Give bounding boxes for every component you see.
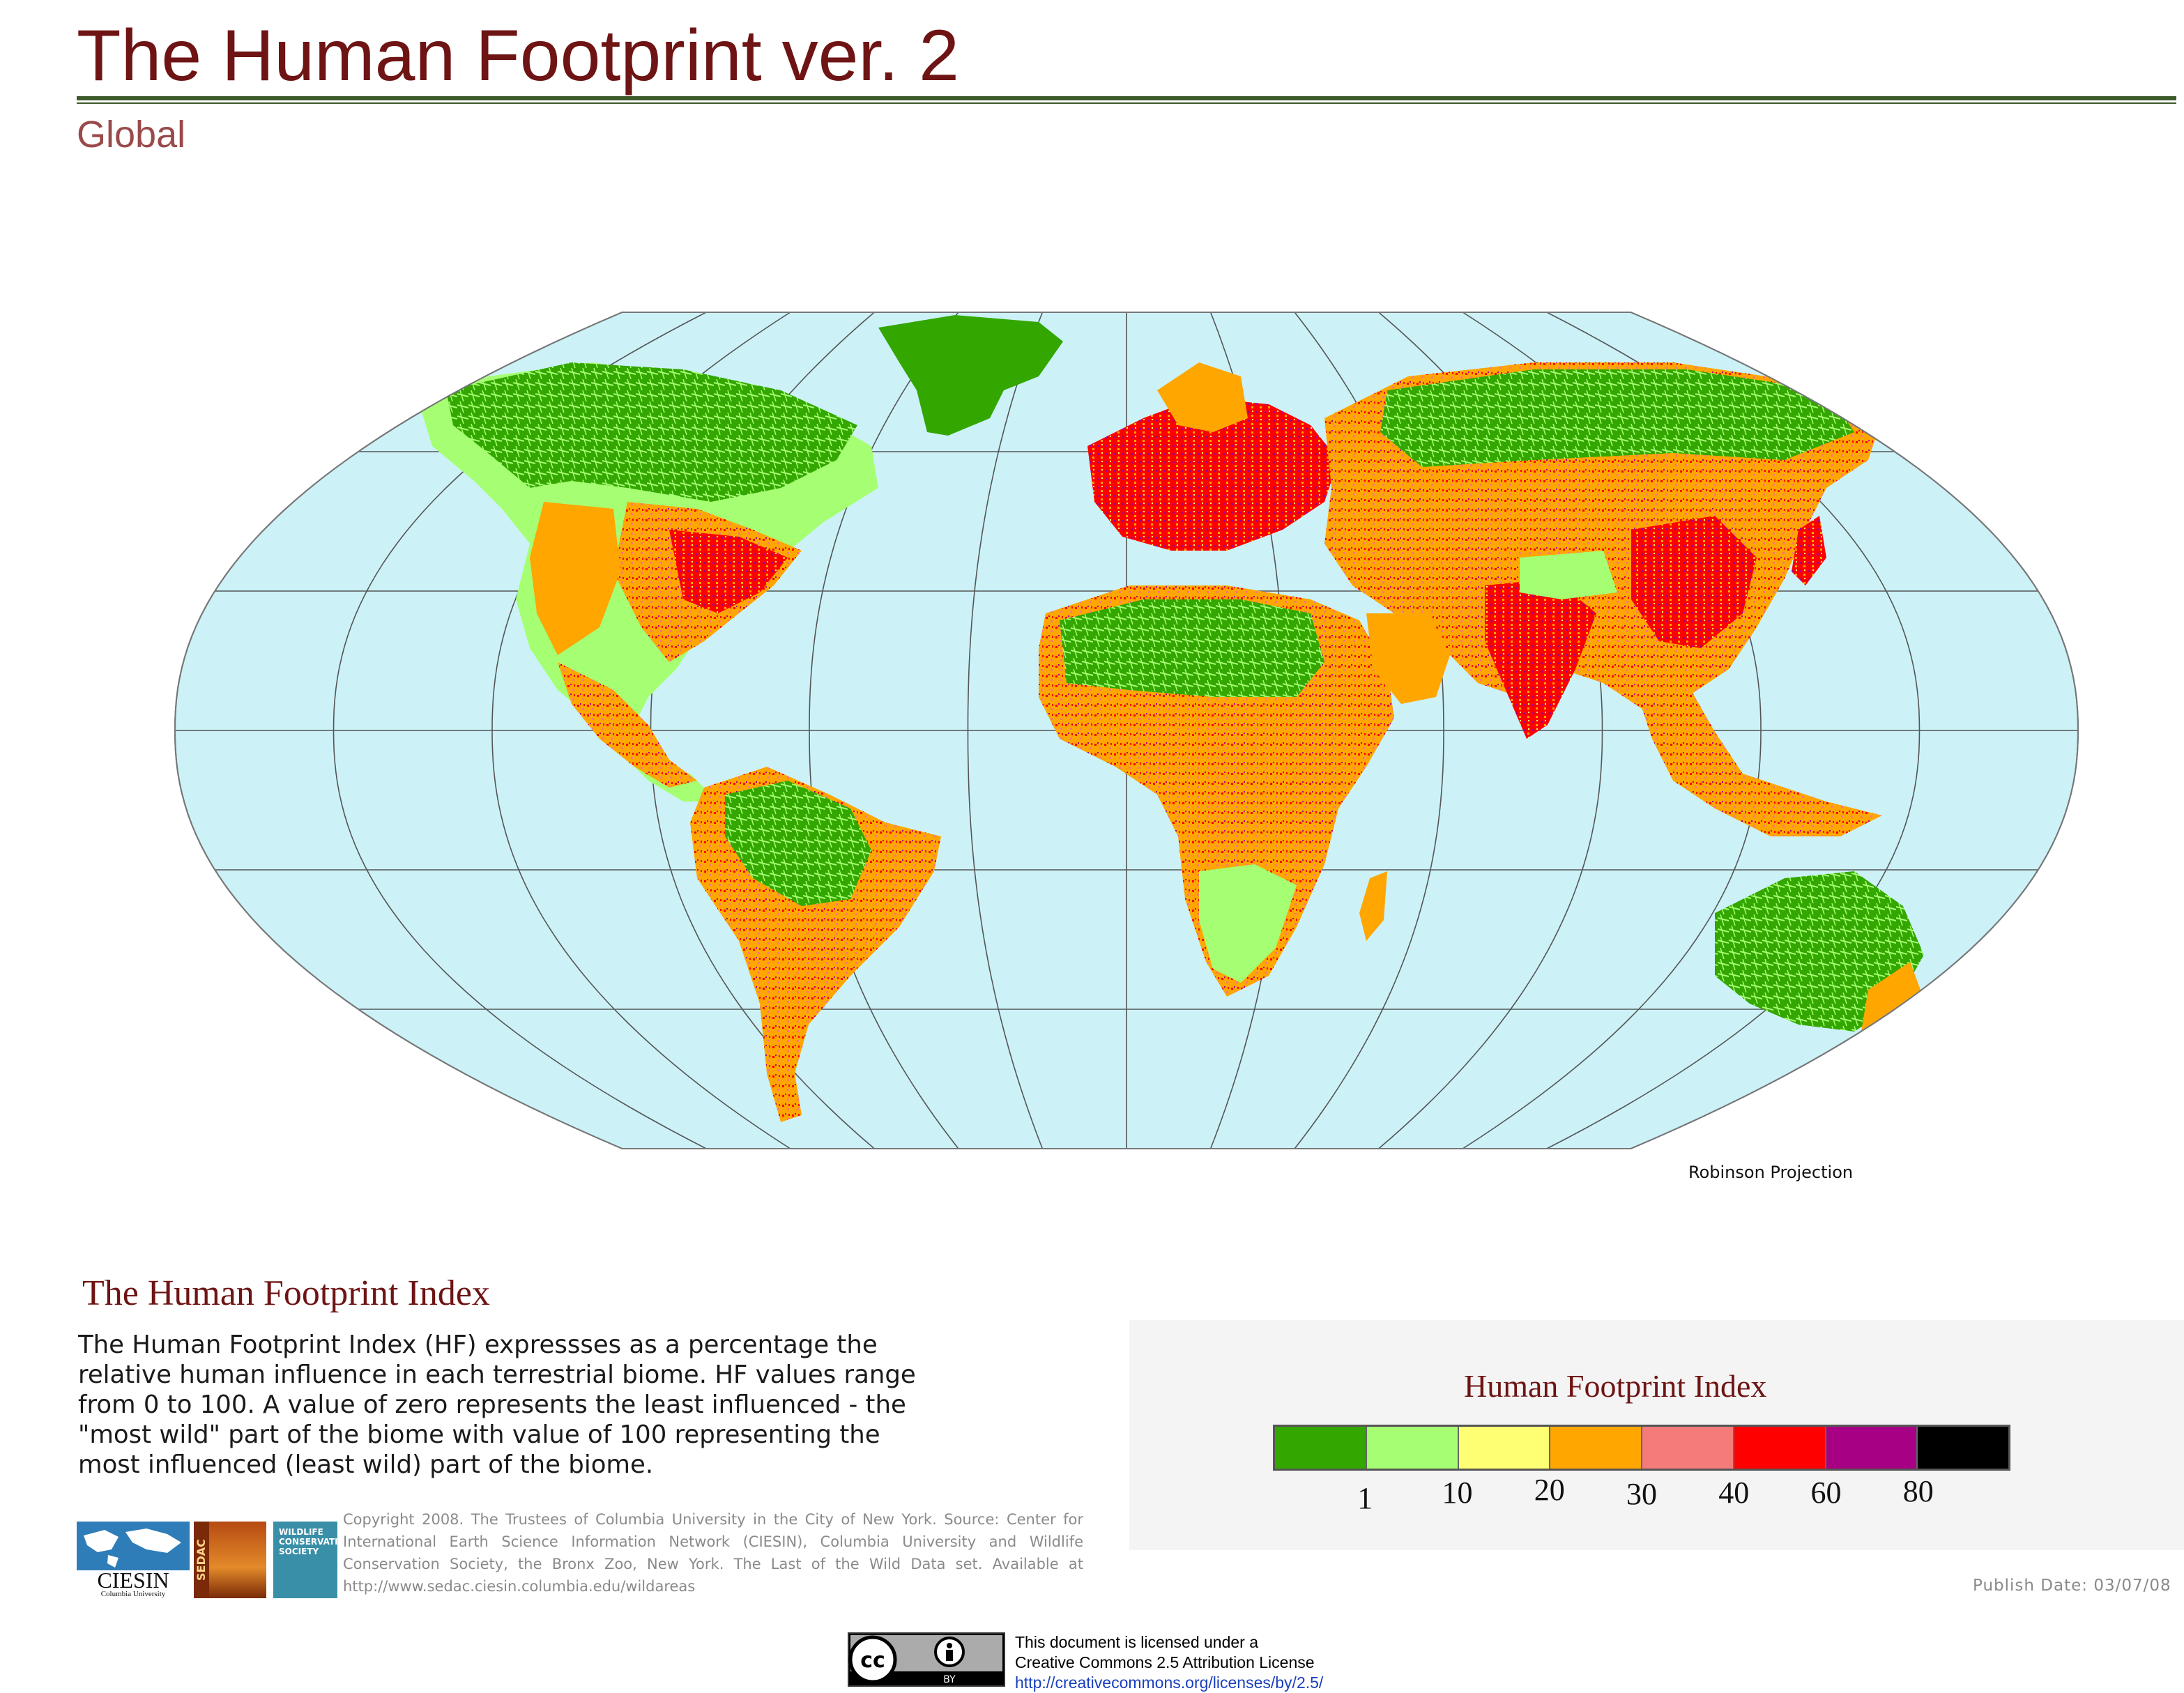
legend-tick-label: 60 [1810, 1476, 1842, 1510]
legend-tick-label: 1 [1357, 1481, 1373, 1515]
china-east [1631, 516, 1757, 648]
legend-tick-label: 80 [1902, 1474, 1934, 1508]
legend-swatch [1826, 1427, 1918, 1469]
legend-color-bar [1273, 1425, 2010, 1471]
sedac-wordmark: SEDAC [194, 1522, 209, 1598]
sahara [1060, 599, 1324, 697]
title-rule [77, 96, 2176, 100]
legend-swatch [1642, 1427, 1734, 1469]
scandinavia [1157, 362, 1248, 432]
wcs-logo: WILDLIFE CONSERVATION SOCIETY [273, 1522, 337, 1598]
license-line-2: Creative Commons 2.5 Attribution License [1015, 1653, 1315, 1671]
globe-outline [174, 312, 2079, 1149]
usa-west [530, 502, 620, 655]
greenland [878, 315, 1063, 436]
legend-swatch [1550, 1427, 1642, 1469]
index-heading: The Human Footprint Index [82, 1273, 490, 1313]
siberia [1380, 369, 1854, 467]
southeast-asia [1638, 683, 1882, 836]
usa-northeast [669, 530, 788, 613]
india [1485, 579, 1596, 739]
legend-tick-label: 20 [1534, 1473, 1565, 1507]
legend-swatch [1366, 1427, 1459, 1469]
world-silhouette-icon [84, 1529, 181, 1568]
amazon [725, 781, 871, 906]
svg-text:cc: cc [860, 1648, 885, 1673]
legend-swatch [1458, 1427, 1551, 1469]
license-text: This document is licensed under a Creati… [1015, 1632, 1323, 1693]
europe [1087, 397, 1338, 551]
publish-date: Publish Date: 03/07/08 [1973, 1577, 2171, 1595]
badge-by-label: BY [943, 1674, 956, 1685]
page-subtitle: Global [77, 114, 186, 155]
ciesin-logo: CIESIN Columbia University [77, 1522, 190, 1598]
new-zealand [1924, 1011, 1994, 1073]
license-link[interactable]: http://creativecommons.org/licenses/by/2… [1015, 1673, 1324, 1692]
graticule-meridian [967, 312, 1044, 1149]
ciesin-subtitle: Columbia University [100, 1590, 166, 1598]
land-masses [418, 315, 1994, 1122]
legend-swatch [1275, 1427, 1367, 1469]
australia-coast [1861, 962, 1920, 1032]
ciesin-wordmark: CIESIN [97, 1568, 169, 1593]
mexico [558, 662, 697, 788]
sedac-logo: SEDAC [194, 1522, 266, 1598]
japan [1792, 516, 1826, 585]
arabia [1366, 613, 1450, 704]
cc-icon [848, 1635, 897, 1684]
north-america-north [446, 362, 857, 502]
madagascar [1359, 871, 1387, 941]
tibet [1520, 551, 1617, 599]
page-title: The Human Footprint ver. 2 [77, 15, 959, 96]
southern-africa [1199, 864, 1297, 983]
legend-swatch [1918, 1427, 2008, 1469]
world-map [174, 312, 2079, 1149]
legend-tick-label: 40 [1718, 1476, 1750, 1510]
index-description: The Human Footprint Index (HF) expressse… [78, 1331, 916, 1479]
license-line-1: This document is licensed under a [1015, 1633, 1259, 1651]
legend-tick-label: 30 [1626, 1477, 1657, 1511]
title-rule-thin [77, 102, 2176, 104]
legend-tick-label: 10 [1442, 1476, 1473, 1510]
wcs-wordmark: WILDLIFE CONSERVATION SOCIETY [279, 1527, 337, 1556]
legend-swatch [1734, 1427, 1826, 1469]
creative-commons-badge[interactable]: cc BY [848, 1632, 1005, 1687]
projection-label: Robinson Projection [1688, 1163, 1854, 1182]
legend-title: Human Footprint Index [1464, 1368, 1767, 1404]
copyright-text: Copyright 2008. The Trustees of Columbia… [343, 1511, 1083, 1595]
